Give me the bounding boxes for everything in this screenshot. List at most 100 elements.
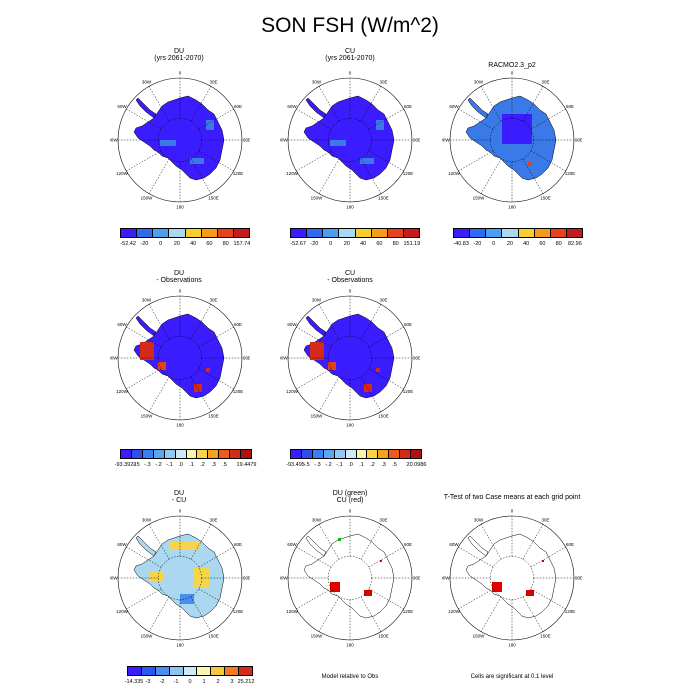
sig-cells-red [526, 590, 534, 596]
cb6-label-6: 2 [216, 679, 220, 685]
coastline [303, 533, 395, 619]
ice-shelf-patch [160, 140, 176, 146]
panel-title-du-obs: DU - Observations [99, 270, 259, 284]
cb3-label-2: 0 [492, 241, 496, 247]
map-cu: 0 30E 60E 90E 120E 150E 180 150W 120W 90W 60W 30W [280, 70, 420, 210]
lon-label: 180 [176, 643, 184, 648]
lon-label: 90E [243, 576, 250, 581]
cb6-swatch-6 [211, 667, 226, 675]
cb4-label-4: -.1 [166, 462, 173, 468]
meridian-line [522, 596, 544, 632]
warm-region [328, 362, 336, 370]
meridian-line [318, 86, 340, 122]
lon-label: 150E [208, 196, 219, 201]
lon-label: 150E [540, 634, 551, 639]
lon-label: 120W [448, 171, 461, 176]
warm-region [140, 342, 154, 360]
cb1-label-1: -20 [140, 241, 149, 247]
cb3-swatch-2 [486, 229, 503, 237]
meridian-line [198, 326, 234, 348]
coastline [465, 533, 557, 619]
meridian-line [148, 158, 170, 194]
cb4-swatch-11 [241, 450, 252, 458]
map-green-red-svg: 0 30E 60E 90E 120E 150E 180 150W 120W 90W 60W 30W [280, 509, 420, 648]
lon-label: 90E [575, 576, 582, 581]
lon-label: 150W [311, 196, 324, 201]
peninsula-fill [305, 97, 327, 119]
map-racmo: 0 30E 60E 90E 120E 150E 180 150W 120W 90W 60W 30W [442, 70, 582, 210]
lon-label: 60W [449, 104, 459, 109]
meridian-line [126, 150, 162, 172]
lon-label: 120W [116, 609, 129, 614]
colorbar-du-obs [120, 449, 252, 459]
cb4-swatch-3 [153, 450, 165, 458]
meridian-line [318, 524, 340, 560]
cb4-swatch-10 [230, 450, 242, 458]
lon-label: 180 [346, 205, 354, 210]
meridian-line [480, 524, 502, 560]
lon-label: 180 [176, 423, 184, 428]
interior-patch [502, 114, 532, 144]
cb1-swatch-1 [137, 229, 154, 237]
meridian-line [368, 368, 404, 390]
cb6-label-2: -2 [159, 679, 165, 685]
map-du: 0 30E 60E 90E 120E 150E 180 150W 120W 90W 60W 30W [110, 70, 250, 210]
cb4-label-1: -.5 [133, 462, 140, 468]
lon-label: 180 [346, 423, 354, 428]
lon-label: 0 [349, 289, 352, 294]
meridian-line [360, 86, 382, 122]
meridian-line [318, 304, 340, 340]
lon-label: 60E [566, 542, 574, 547]
lon-label: 180 [508, 643, 516, 648]
cb5-label-1: -.5 [303, 462, 310, 468]
cb5-label-9: .5 [392, 462, 397, 468]
cb4-label-3: -.2 [155, 462, 162, 468]
lon-label: 150W [311, 414, 324, 419]
meridian-line [126, 546, 162, 568]
cb5-swatch-0 [291, 450, 302, 458]
lon-label: 0 [349, 509, 352, 514]
panel1-title-line1: DU [173, 48, 185, 55]
panel1-title-line2: (yrs 2061-2070) [154, 55, 204, 62]
lon-label: 30E [209, 297, 217, 302]
lon-label: 30W [142, 297, 152, 302]
meridian-line [458, 546, 494, 568]
meridian-line [480, 86, 502, 122]
cb2-label-2: 0 [329, 241, 333, 247]
meridian-line [530, 546, 566, 568]
ice-shelf-patch [190, 158, 204, 164]
meridian-line [480, 158, 502, 194]
lon-label: 120W [286, 171, 299, 176]
warm-cell [206, 368, 210, 372]
cb2-swatch-2 [323, 229, 340, 237]
panel2-title-line1: CU [344, 48, 356, 55]
cb1-label-5: 60 [206, 241, 213, 247]
cb4-swatch-7 [197, 450, 209, 458]
meridian-line [190, 596, 212, 632]
lon-label: 0 [179, 71, 182, 76]
cb5-swatch-9 [389, 450, 401, 458]
cb1-swatch-4 [185, 229, 202, 237]
cb4-label-7: .2 [200, 462, 205, 468]
peninsula-coastline [467, 535, 489, 557]
meridian-line [198, 546, 234, 568]
cb3-swatch-0 [454, 229, 471, 237]
cb1-swatch-2 [153, 229, 170, 237]
lon-label: 30E [541, 79, 549, 84]
cb5-label-7: .2 [370, 462, 375, 468]
cb6-swatch-0 [128, 667, 142, 675]
lon-label: 120E [403, 171, 414, 176]
map-racmo-svg: 0 30E 60E 90E 120E 150E 180 150W 120W 90W 60W 30W [442, 71, 582, 210]
lon-label: 150E [208, 634, 219, 639]
meridian-line [296, 108, 332, 130]
cb1-label-0: -52.42 [120, 241, 136, 247]
sig-cells-red [492, 582, 502, 592]
peninsula-fill [135, 535, 157, 557]
meridian-line [522, 524, 544, 560]
cb4-label-0: -93.3923 [114, 462, 137, 468]
cb4-swatch-0 [121, 450, 132, 458]
lon-label: 30E [379, 517, 387, 522]
meridian-line [148, 376, 170, 412]
colorbar-du [120, 228, 250, 238]
cb4-label-2: -.3 [144, 462, 151, 468]
